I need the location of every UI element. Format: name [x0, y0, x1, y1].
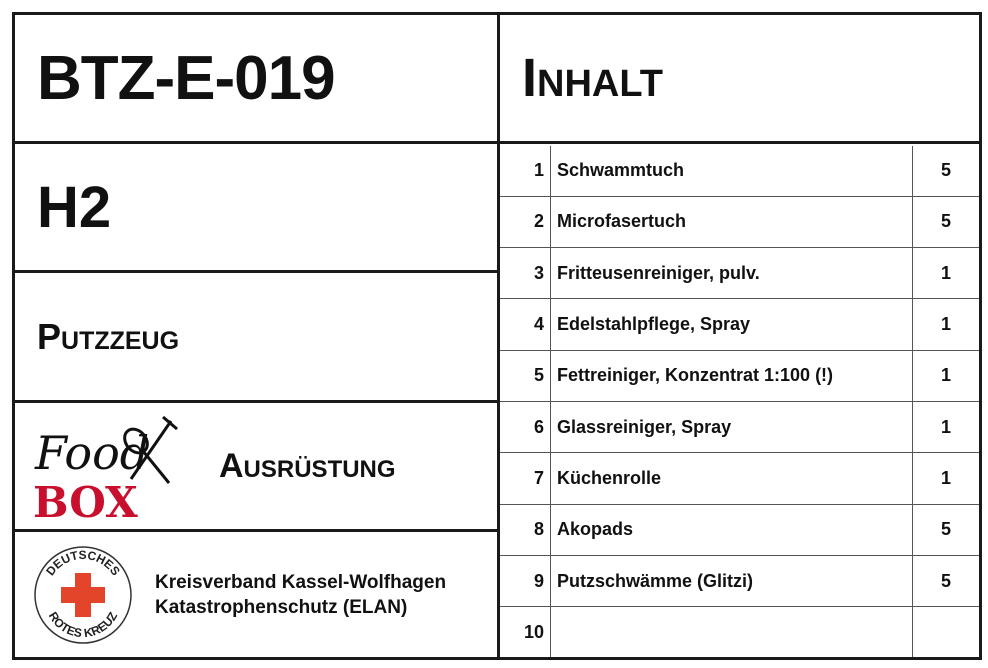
item-name: Putzschwämme (Glitzi) — [550, 554, 913, 608]
type-row: Food BOX Ausrüstung — [15, 403, 497, 532]
item-no: 1 — [500, 146, 551, 197]
item-qty: 1 — [912, 246, 979, 300]
item-name: Edelstahlpflege, Spray — [550, 298, 913, 351]
location: H2 — [15, 144, 497, 273]
item-qty — [912, 606, 979, 657]
red-cross-logo: DEUTSCHES ROTES KREUZ — [34, 545, 132, 644]
item-qty: 5 — [912, 146, 979, 197]
table-row: 1 Schwammtuch 5 — [500, 146, 979, 197]
category: Putzzeug — [15, 273, 497, 403]
foodbox-logo-bottom: BOX — [33, 478, 138, 521]
item-no: 3 — [500, 246, 551, 300]
item-name: Fettreiniger, Konzentrat 1:100 (!) — [550, 349, 913, 402]
label-frame: BTZ-E-019 H2 Putzzeug Food BOX Ausrüstun… — [12, 12, 982, 660]
item-qty: 5 — [912, 554, 979, 608]
item-no: 4 — [500, 298, 551, 351]
item-qty: 5 — [912, 195, 979, 248]
item-qty: 5 — [912, 503, 979, 556]
foodbox-logo-top: Food — [34, 426, 149, 480]
item-name: Schwammtuch — [550, 146, 913, 197]
item-no: 9 — [500, 554, 551, 608]
item-qty: 1 — [912, 349, 979, 402]
item-name: Microfasertuch — [550, 195, 913, 248]
item-qty: 1 — [912, 452, 979, 505]
org-line1: Kreisverband Kassel-Wolfhagen — [155, 571, 447, 593]
item-name: Fritteusenreiniger, pulv. — [550, 246, 913, 300]
item-qty: 1 — [912, 298, 979, 351]
org-row: DEUTSCHES ROTES KREUZ Kreisverband Kasse… — [15, 532, 497, 657]
table-row: 9 Putzschwämme (Glitzi) 5 — [500, 554, 979, 608]
table-row: 3 Fritteusenreiniger, pulv. 1 — [500, 246, 979, 300]
table-row: 6 Glassreiniger, Spray 1 — [500, 400, 979, 454]
foodbox-logo: Food BOX — [33, 415, 178, 521]
item-no: 6 — [500, 400, 551, 454]
table-row: 8 Akopads 5 — [500, 503, 979, 556]
table-row: 5 Fettreiniger, Konzentrat 1:100 (!) 1 — [500, 349, 979, 402]
table-row: 7 Küchenrolle 1 — [500, 452, 979, 505]
box-id: BTZ-E-019 — [15, 15, 497, 144]
item-no: 7 — [500, 452, 551, 505]
item-no: 5 — [500, 349, 551, 402]
contents-table: 1 Schwammtuch 5 2 Microfasertuch 5 3 Fritteusen… — [500, 146, 979, 657]
item-name — [550, 606, 913, 657]
table-row: 4 Edelstahlpflege, Spray 1 — [500, 298, 979, 351]
item-name: Glassreiniger, Spray — [550, 400, 913, 454]
item-no: 2 — [500, 195, 551, 248]
item-qty: 1 — [912, 400, 979, 454]
table-row: 2 Microfasertuch 5 — [500, 195, 979, 248]
item-name: Küchenrolle — [550, 452, 913, 505]
item-name: Akopads — [550, 503, 913, 556]
cutlery-icon — [123, 415, 178, 484]
item-no: 10 — [500, 606, 551, 657]
org-line2: Katastrophenschutz (ELAN) — [155, 596, 408, 618]
item-no: 8 — [500, 503, 551, 556]
table-row: 10 — [500, 606, 979, 657]
contents-title: Inhalt — [500, 15, 979, 144]
type-label: Ausrüstung — [219, 446, 396, 485]
divider — [497, 15, 500, 657]
